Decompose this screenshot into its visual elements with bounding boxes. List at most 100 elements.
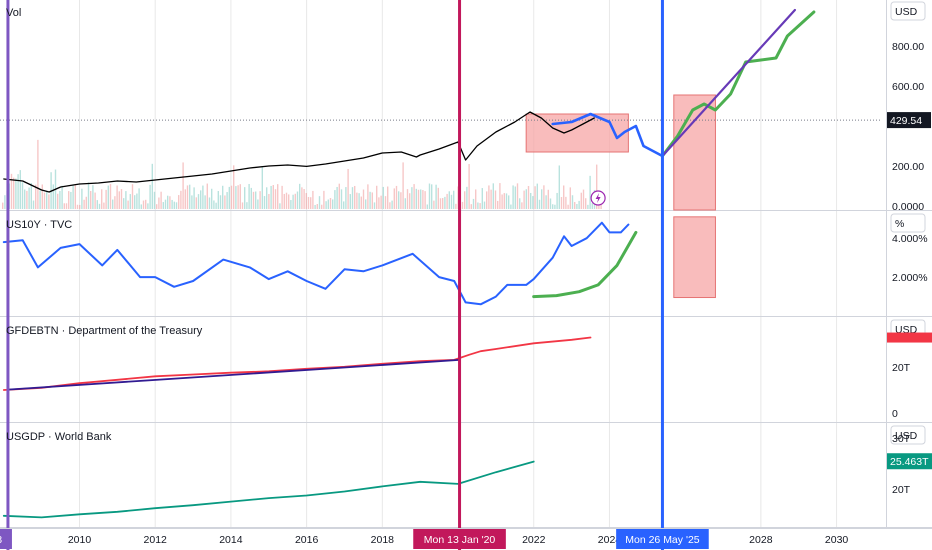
marker-label-0: 9 Feb '08 — [0, 534, 2, 546]
volume-bar — [219, 195, 222, 209]
volume-bar — [270, 185, 272, 209]
gdp-value-tag — [887, 453, 932, 470]
y-tick-label-3-1: 20T — [892, 484, 911, 496]
volume-bar — [545, 195, 547, 209]
volume-bar — [371, 192, 373, 209]
volume-bar — [272, 185, 274, 209]
last-value-tag — [887, 112, 931, 129]
volume-bar — [345, 187, 347, 209]
volume-bar — [261, 165, 263, 209]
volume-bar — [237, 185, 239, 209]
unit-label-1: % — [895, 218, 904, 230]
pane-title-0: Vol — [6, 7, 21, 19]
volume-bar — [582, 189, 585, 209]
volume-bar — [118, 191, 120, 209]
volume-bar — [164, 199, 167, 209]
volume-bar — [351, 187, 354, 209]
volume-bar — [184, 189, 186, 209]
volume-bar — [492, 183, 494, 209]
volume-bar — [197, 194, 200, 209]
debt-value-tag — [887, 332, 932, 343]
volume-bar — [274, 189, 277, 209]
volume-bar — [151, 163, 153, 209]
volume-bar — [186, 185, 189, 209]
unit-label-0: USD — [895, 6, 918, 18]
series-line-0-1 — [551, 112, 664, 158]
volume-bar — [200, 190, 202, 209]
volume-bar — [41, 184, 43, 209]
volume-bar — [332, 199, 334, 209]
volume-bar — [347, 168, 349, 209]
volume-bar — [239, 184, 241, 209]
last-value-label: 429.54 — [890, 115, 922, 127]
volume-bar — [59, 190, 61, 209]
volume-bar — [96, 200, 98, 209]
volume-bar — [499, 183, 501, 209]
volume-bar — [525, 189, 527, 209]
volume-bar — [310, 197, 312, 209]
volume-bar — [358, 193, 360, 209]
volume-bar — [532, 196, 534, 209]
volume-bar — [35, 184, 37, 209]
volume-bar — [101, 189, 103, 209]
volume-bar — [589, 175, 591, 209]
volume-bar — [373, 202, 376, 209]
volume-bar — [367, 184, 369, 209]
volume-bar — [556, 192, 558, 209]
volume-bar — [316, 204, 318, 209]
volume-bar — [28, 187, 30, 209]
volume-bar — [505, 193, 508, 209]
volume-bar — [90, 190, 92, 209]
x-tick-label-2014: 2014 — [219, 534, 243, 546]
volume-bar — [404, 198, 406, 209]
volume-bar — [486, 191, 488, 209]
volume-bar — [134, 195, 136, 209]
volume-bar — [87, 182, 90, 209]
volume-bar — [257, 199, 259, 209]
volume-bar — [171, 199, 173, 209]
volume-bar — [356, 192, 358, 209]
volume-bar — [325, 201, 327, 209]
x-tick-label-2012: 2012 — [144, 534, 168, 546]
volume-bar — [296, 191, 299, 209]
marker-label-1: Mon 13 Jan '20 — [424, 534, 496, 546]
highlight-box — [673, 94, 716, 211]
volume-bar — [191, 195, 193, 209]
volume-bar — [563, 185, 565, 209]
volume-bar — [241, 202, 244, 209]
volume-bar — [435, 184, 437, 209]
volume-bar — [442, 198, 444, 209]
volume-bar — [85, 196, 87, 209]
volume-bar — [514, 186, 516, 209]
marker-tag-1 — [413, 529, 506, 549]
y-tick-label-1-0: 4.000% — [892, 233, 928, 245]
volume-bar — [523, 190, 525, 209]
volume-bar — [189, 184, 191, 209]
volume-bar — [288, 194, 290, 209]
volume-bar — [81, 188, 83, 209]
y-tick-label-2-0: 20T — [892, 362, 911, 374]
volume-bar — [123, 198, 125, 209]
volume-bar — [182, 162, 184, 209]
volume-bar — [248, 183, 250, 209]
pane-title-1: US10Y · TVC — [6, 219, 72, 231]
volume-bar — [409, 193, 411, 209]
volume-bar — [173, 201, 175, 209]
volume-bar — [252, 191, 255, 209]
volume-bar — [468, 164, 470, 209]
volume-bar — [321, 204, 323, 209]
unit-box-1 — [890, 213, 926, 233]
highlight-box — [673, 216, 716, 299]
volume-bar — [389, 202, 391, 209]
volume-bar — [475, 189, 477, 209]
volume-bar — [169, 196, 171, 209]
volume-bar — [574, 202, 576, 209]
volume-bar — [61, 185, 63, 209]
volume-bar — [455, 203, 457, 209]
volume-bar — [37, 139, 39, 209]
volume-bar — [224, 195, 226, 209]
volume-bar — [48, 194, 50, 209]
series-line-1-1 — [532, 230, 638, 299]
volume-bar — [369, 191, 371, 209]
volume-bar — [70, 191, 72, 209]
